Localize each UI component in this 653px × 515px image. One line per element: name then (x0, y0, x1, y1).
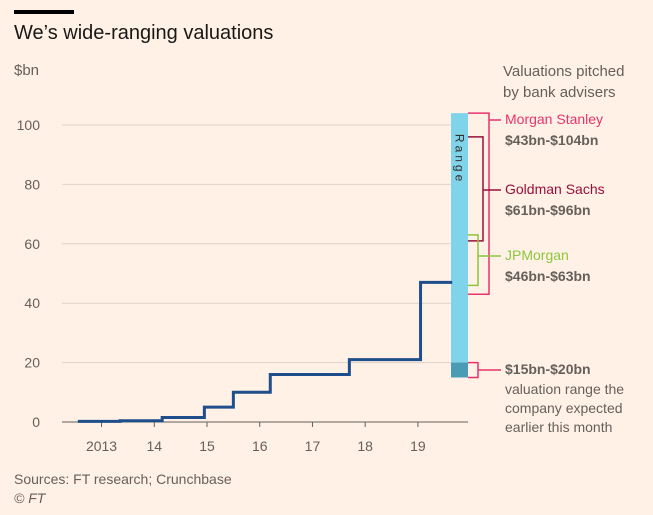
expected-range-note-line-1: valuation range the (505, 381, 624, 397)
y-tick-label-80: 80 (24, 176, 40, 192)
ft-credit: © FT (14, 490, 46, 506)
source-note: Sources: FT research; Crunchbase (14, 471, 232, 487)
bracket-expected-range (468, 361, 479, 379)
valuation-step-line (77, 280, 453, 423)
y-tick-label-40: 40 (24, 295, 40, 311)
y-tick-label-20: 20 (24, 355, 40, 371)
x-tick-label-16: 16 (252, 438, 268, 454)
range-bar (451, 113, 468, 378)
range-bar-label: Range (453, 134, 467, 184)
x-tick-label-18: 18 (357, 438, 373, 454)
annotation-bank-range: $61bn-$96bn (505, 202, 591, 218)
bracket-goldman-sachs (468, 136, 484, 242)
expected-range-note-line-2: company expected (505, 400, 623, 416)
x-tick-label-17: 17 (305, 438, 321, 454)
annotation-bank-range: $46bn-$63bn (505, 268, 591, 284)
expected-range-note-line-3: earlier this month (505, 419, 612, 435)
annotation-bank-name: JPMorgan (505, 247, 569, 263)
expected-range-value: $15bn-$20bn (505, 361, 591, 377)
annotation-bank-name: Morgan Stanley (505, 111, 603, 127)
y-tick-label-0: 0 (32, 414, 40, 430)
annotation-bank-name: Goldman Sachs (505, 181, 605, 197)
x-tick-label-15: 15 (199, 438, 215, 454)
annotations-header-line-1: Valuations pitched (503, 63, 624, 80)
ft-top-rule (14, 10, 74, 14)
y-tick-label-100: 100 (17, 117, 41, 133)
bracket-jpmorgan (468, 234, 479, 287)
range-bar-expected-segment (451, 362, 468, 378)
x-tick-label-14: 14 (146, 438, 162, 454)
annotation-bank-range: $43bn-$104bn (505, 132, 598, 148)
bracket-morgan-stanley (468, 112, 490, 296)
x-tick-label-2013: 2013 (86, 438, 117, 454)
y-tick-label-60: 60 (24, 236, 40, 252)
y-unit-label: $bn (14, 62, 40, 79)
chart-title: We’s wide-ranging valuations (14, 22, 274, 44)
annotations-header-line-2: by bank advisers (503, 84, 616, 101)
x-tick-label-19: 19 (410, 438, 426, 454)
